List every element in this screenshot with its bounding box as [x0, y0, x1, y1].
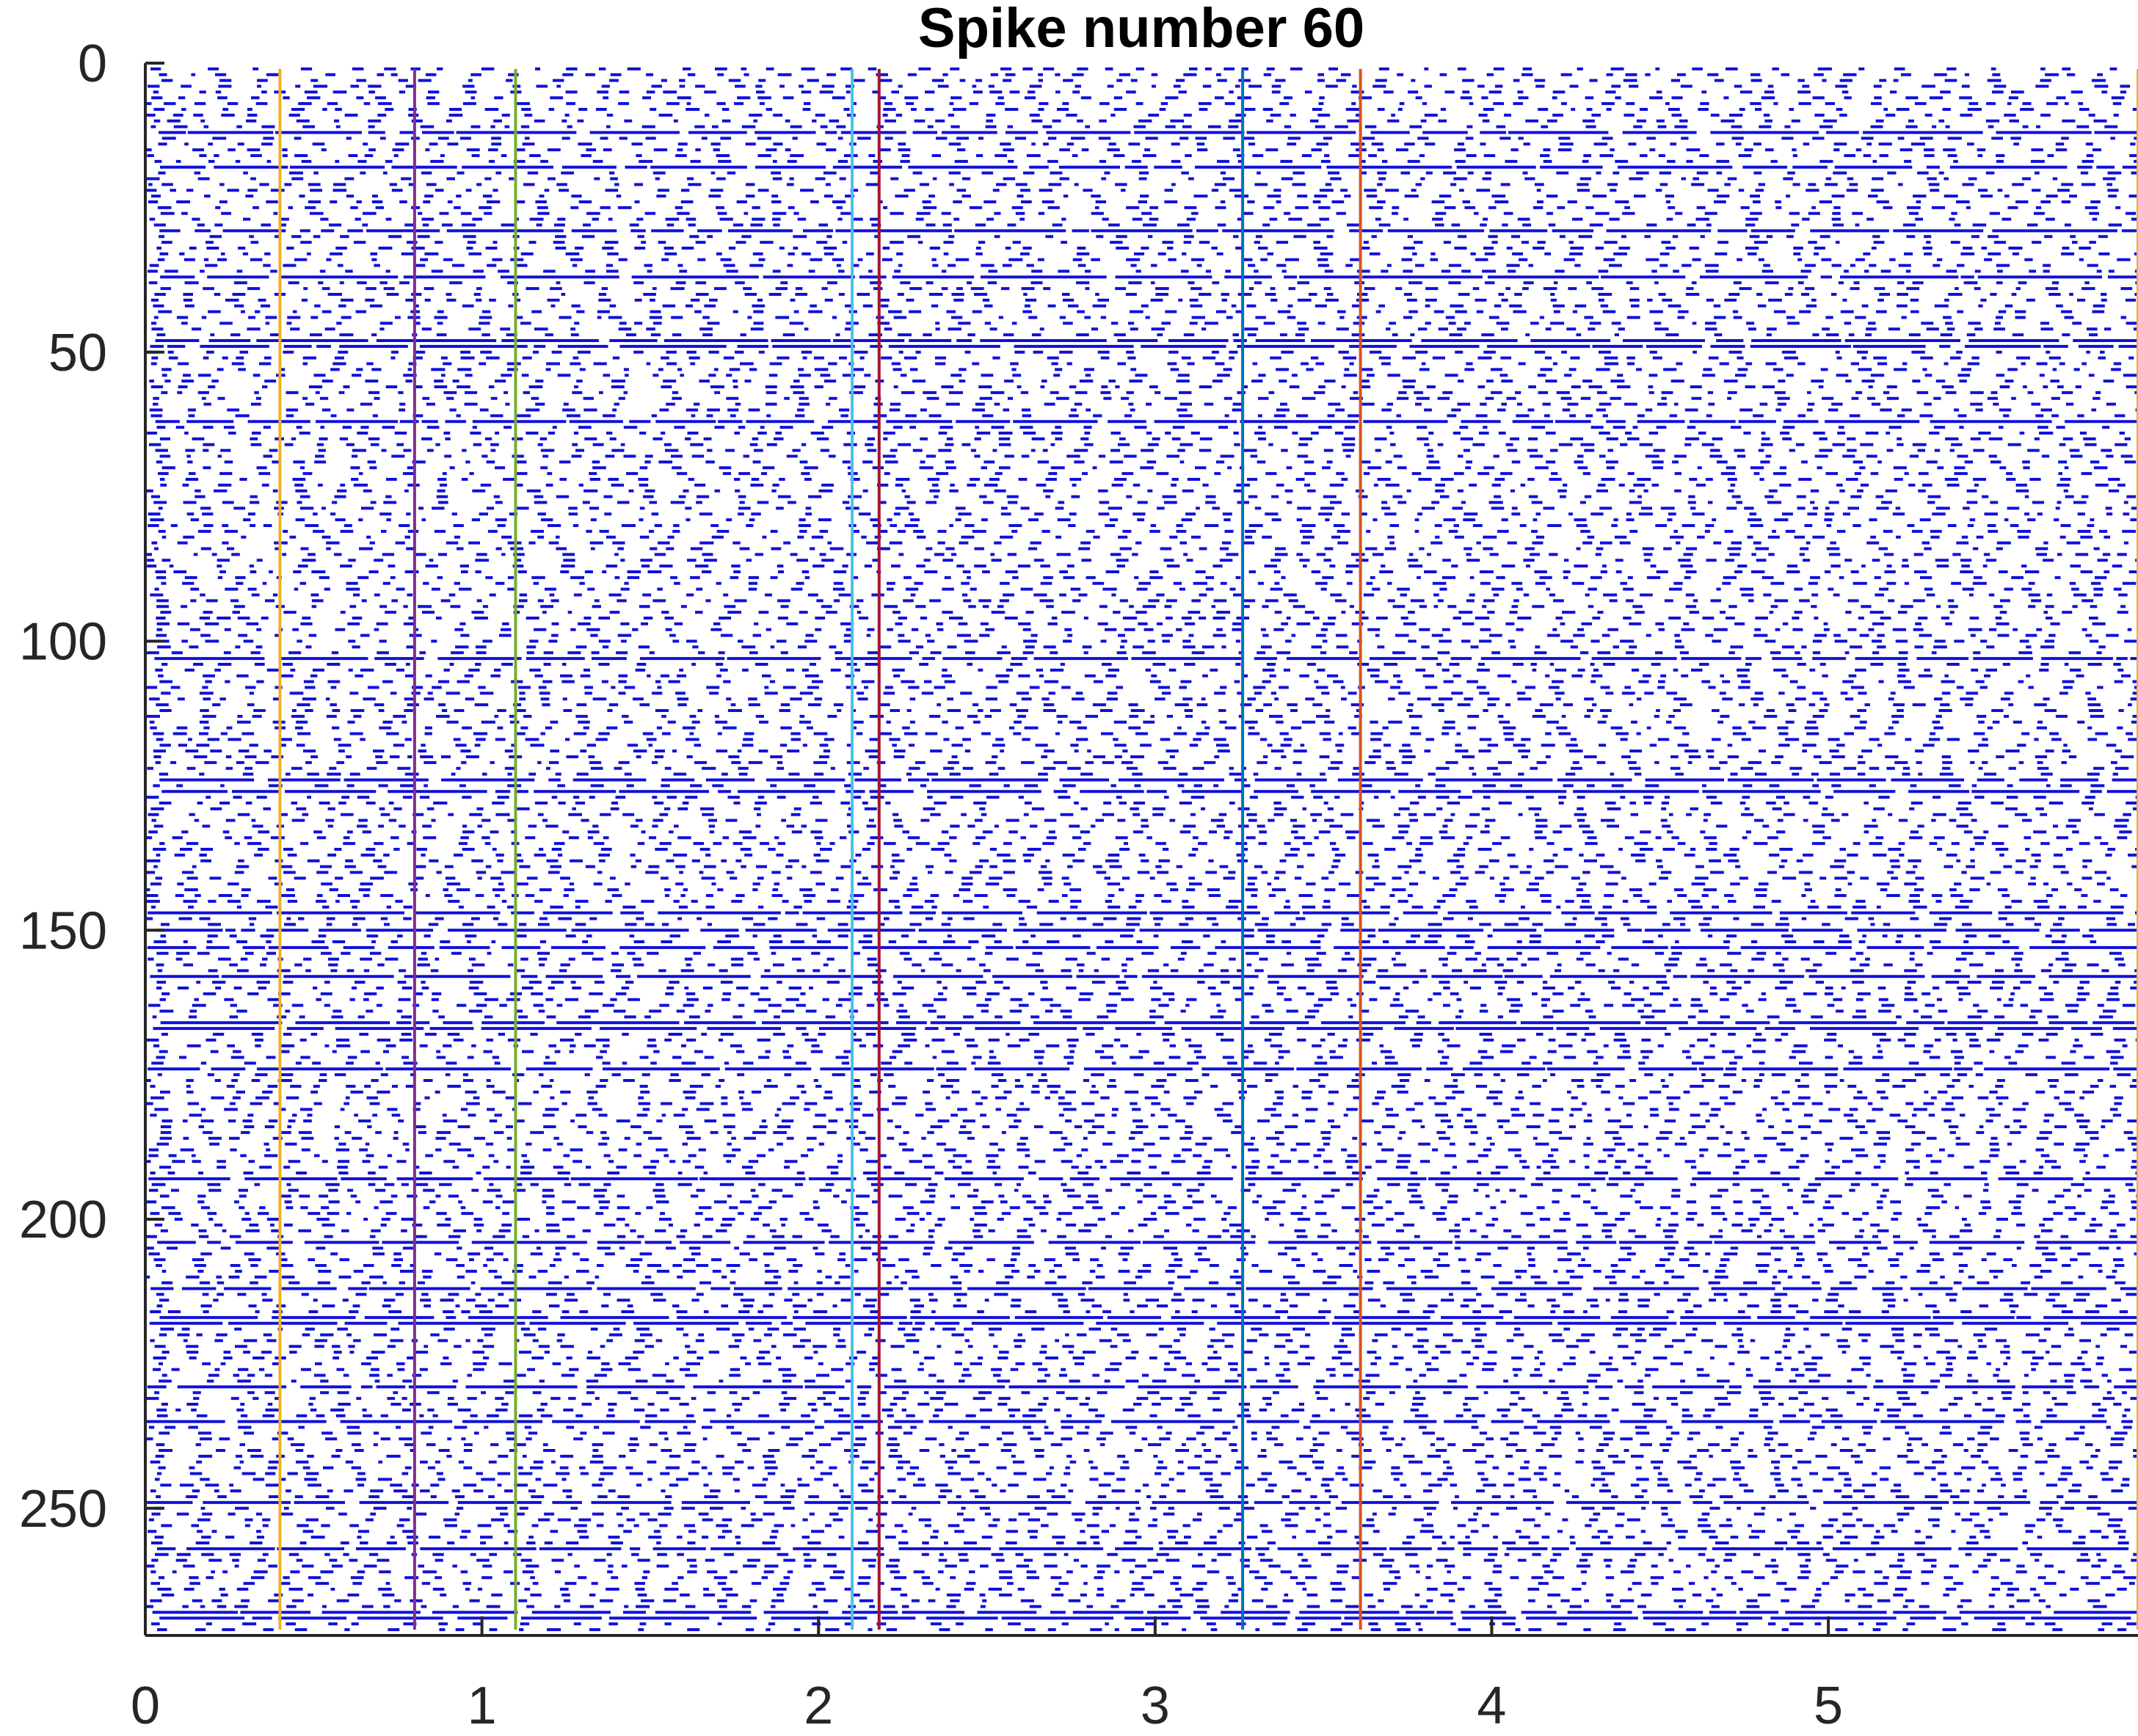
- x-tick-label-2: 2: [804, 1677, 833, 1735]
- spike-raster: [145, 67, 2138, 1632]
- x-tick-label-5: 5: [1814, 1677, 1843, 1735]
- event-lines: [144, 68, 2138, 1630]
- spike-marks: [145, 67, 2138, 1632]
- y-tick-label-200: 200: [19, 1191, 107, 1249]
- x-tick-label-0: 0: [131, 1677, 160, 1735]
- y-tick-label-50: 50: [48, 324, 107, 382]
- y-tick-label-150: 150: [19, 901, 107, 960]
- x-tick-label-3: 3: [1141, 1677, 1170, 1735]
- x-tick-label-4: 4: [1477, 1677, 1506, 1735]
- y-tick-label-100: 100: [19, 613, 107, 672]
- x-tick-label-1: 1: [468, 1677, 497, 1735]
- y-tick-label-0: 0: [78, 34, 107, 93]
- chart-title: Spike number 60: [918, 0, 1364, 59]
- y-tick-label-250: 250: [19, 1480, 107, 1539]
